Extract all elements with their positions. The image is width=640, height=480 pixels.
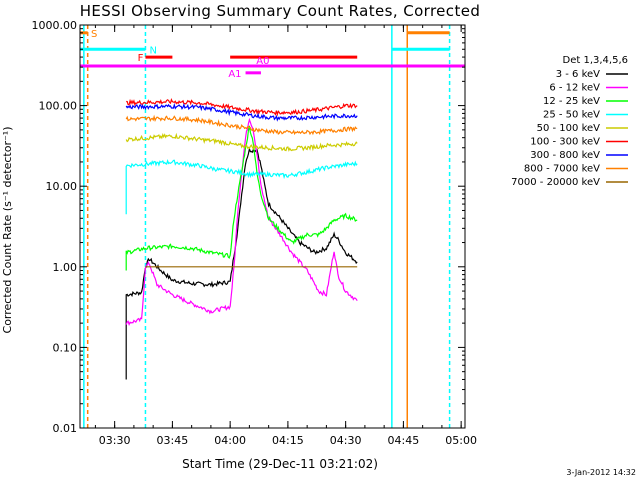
series-line-800-7000-kev (125, 114, 358, 136)
legend-title: Det 1,3,4,5,6 (563, 55, 628, 66)
y-axis-label: Corrected Count Rate (s⁻¹ detector⁻¹) (1, 127, 14, 334)
vertical-markers (83, 25, 451, 428)
x-tick-label: 04:45 (388, 434, 420, 447)
legend-label-7000-20000-kev: 7000 - 20000 keV (511, 177, 600, 188)
plot-frame (79, 24, 466, 429)
series-line-3-6-kev (125, 146, 358, 380)
legend-label-800-7000-kev: 800 - 7000 keV (524, 164, 600, 175)
legend-label-3-6-kev: 3 - 6 keV (556, 69, 600, 80)
flag-label-a0: A0 (256, 56, 269, 67)
x-tick-label: 04:30 (330, 434, 362, 447)
flag-label-s: S (91, 29, 97, 40)
series-lines (125, 98, 358, 380)
x-tick-label: 03:45 (157, 434, 189, 447)
legend: Det 1,3,4,5,6 3 - 6 keV 6 - 12 keV 12 - 25… (511, 55, 628, 188)
x-tick-label: 04:15 (272, 434, 304, 447)
legend-label-12-25-kev: 12 - 25 keV (543, 96, 600, 107)
flag-label-a1: A1 (228, 69, 241, 80)
legend-label-300-800-kev: 300 - 800 keV (530, 150, 600, 161)
flag-bars: S NF A0 A1 (80, 29, 465, 80)
chart-title: HESSI Observing Summary Count Rates, Cor… (80, 2, 481, 20)
series-line-25-50-kev (125, 158, 358, 215)
series-line-300-800-kev (125, 102, 358, 122)
x-axis-label: Start Time (29-Dec-11 03:21:02) (182, 457, 378, 471)
flag-label-f: F (138, 53, 144, 64)
flag-label-n: N (149, 45, 156, 56)
x-tick-label: 05:00 (445, 434, 477, 447)
y-tick-label: 10.00 (46, 180, 78, 193)
y-tick-label: 100.00 (39, 100, 78, 113)
footer-timestamp: 3-Jan-2012 14:32 (566, 468, 636, 477)
y-tick-label: 0.10 (53, 341, 78, 354)
y-tick-label: 1000.00 (32, 19, 78, 32)
legend-label-100-300-kev: 100 - 300 keV (530, 137, 600, 148)
series-line-50-100-kev (125, 132, 358, 152)
x-tick-label: 03:30 (99, 434, 131, 447)
legend-label-50-100-kev: 50 - 100 keV (537, 123, 601, 134)
series-line-100-300-kev (126, 98, 358, 117)
legend-label-25-50-kev: 25 - 50 keV (543, 110, 600, 121)
axes: 0.01 0.10 1.00 10.00 100.00 1000.00 03:30 03:45… (32, 19, 478, 447)
legend-label-6-12-kev: 6 - 12 keV (549, 83, 600, 94)
y-tick-label: 1.00 (53, 261, 78, 274)
x-tick-label: 04:00 (214, 434, 246, 447)
y-tick-label: 0.01 (53, 422, 78, 435)
